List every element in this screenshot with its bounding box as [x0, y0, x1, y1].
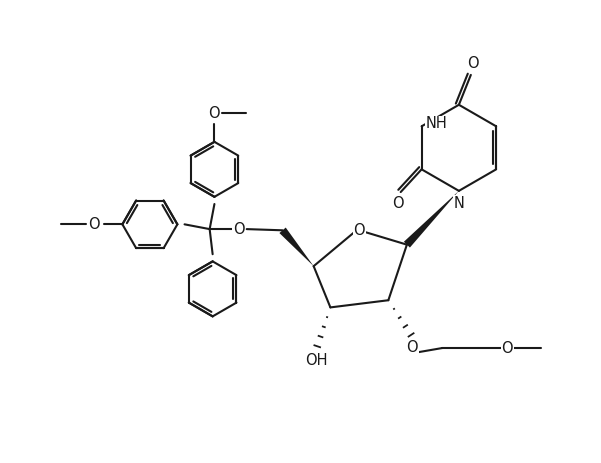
Text: O: O: [353, 223, 365, 238]
Text: O: O: [233, 222, 245, 237]
Text: OH: OH: [305, 352, 328, 368]
Polygon shape: [279, 227, 314, 266]
Text: O: O: [406, 340, 418, 355]
Text: O: O: [501, 341, 513, 356]
Polygon shape: [404, 191, 459, 248]
Text: NH: NH: [426, 116, 447, 131]
Text: O: O: [467, 56, 478, 71]
Text: O: O: [392, 196, 404, 211]
Text: N: N: [453, 196, 465, 211]
Text: O: O: [88, 217, 100, 232]
Text: O: O: [209, 106, 220, 121]
